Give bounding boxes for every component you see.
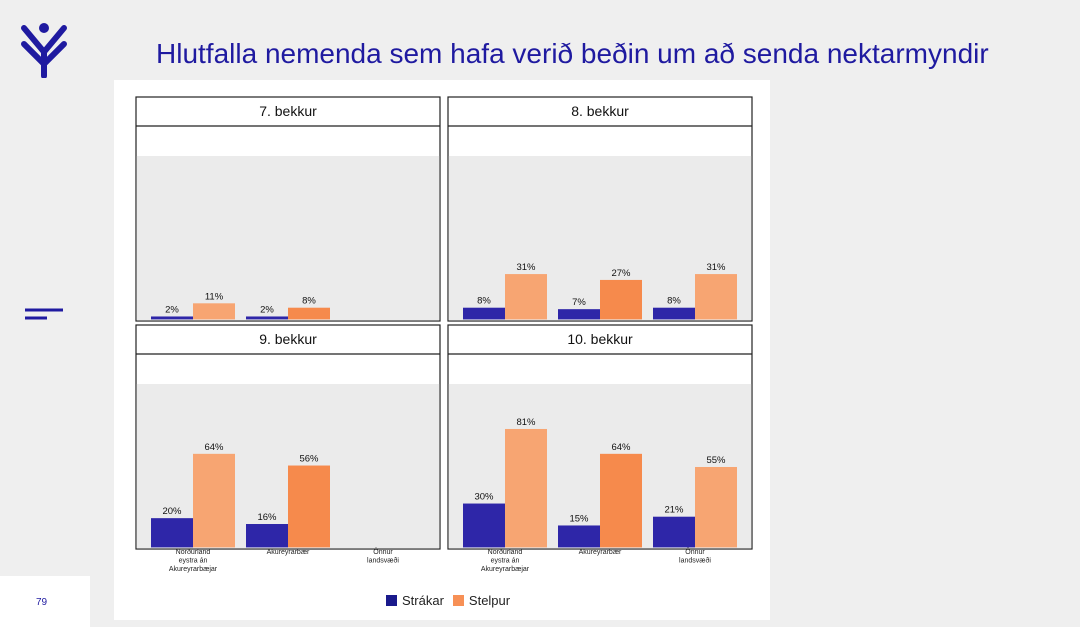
- bar-8-bekkur-stelpur-0: [505, 274, 547, 320]
- bar-8-bekkur-str-kar-1: [558, 309, 600, 320]
- panel-title-8-bekkur: 8. bekkur: [571, 103, 629, 119]
- bar-10-bekkur-stelpur-0: [505, 428, 547, 548]
- data-label-7-bekkur-str-kar-1: 2%: [260, 304, 274, 315]
- data-label-8-bekkur-str-kar-0: 8%: [477, 296, 491, 307]
- x-tick-label-0-2-0: Önnur: [373, 548, 393, 556]
- x-tick-label-1-0-0: Norðurland: [488, 548, 523, 556]
- data-label-10-bekkur-stelpur-0: 81%: [516, 417, 536, 428]
- chart-card: 7. bekkur 2% 2% 11% 8% 8. bekkur 8% 7% 8% 31% 27% 3…: [114, 80, 770, 620]
- bar-7-bekkur-str-kar-1: [246, 316, 288, 320]
- bar-7-bekkur-str-kar-0: [151, 316, 193, 320]
- data-label-9-bekkur-str-kar-1: 16%: [257, 512, 277, 523]
- menu-dash-icon: [25, 308, 63, 320]
- legend-item-strakar: Strákar: [386, 593, 444, 608]
- bar-10-bekkur-str-kar-1: [558, 525, 600, 548]
- data-label-10-bekkur-str-kar-1: 15%: [569, 513, 589, 524]
- data-label-9-bekkur-stelpur-1: 56%: [299, 454, 319, 465]
- bar-9-bekkur-str-kar-0: [151, 518, 193, 548]
- legend-item-stelpur: Stelpur: [452, 593, 511, 608]
- data-label-8-bekkur-stelpur-2: 31%: [706, 262, 726, 273]
- bar-8-bekkur-stelpur-1: [600, 279, 642, 320]
- x-tick-label-1-0-1: eystra án: [491, 558, 520, 565]
- logo-icon: [21, 23, 67, 78]
- bar-8-bekkur-str-kar-2: [653, 307, 695, 320]
- x-tick-label-0-1-0: Akureyrarbær: [267, 549, 310, 556]
- legend-swatch-stelpur: [452, 595, 464, 606]
- bar-10-bekkur-stelpur-1: [600, 453, 642, 548]
- bar-10-bekkur-str-kar-0: [463, 503, 505, 548]
- data-label-10-bekkur-stelpur-1: 64%: [611, 442, 631, 453]
- data-label-10-bekkur-str-kar-2: 21%: [664, 505, 684, 516]
- page-title: Hlutfalla nemenda sem hafa verið beðin u…: [156, 38, 989, 69]
- legend-label-stelpur: Stelpur: [468, 593, 511, 608]
- bar-8-bekkur-str-kar-0: [463, 307, 505, 320]
- x-tick-label-0-0-2: Akureyrarbæjar: [169, 566, 218, 573]
- data-label-9-bekkur-str-kar-0: 20%: [162, 506, 182, 517]
- bar-10-bekkur-str-kar-2: [653, 516, 695, 548]
- data-label-10-bekkur-stelpur-2: 55%: [706, 455, 726, 466]
- x-tick-label-0-2-1: landsvæði: [367, 557, 399, 565]
- legend-label-strakar: Strákar: [402, 593, 444, 608]
- x-tick-label-1-1-0: Akureyrarbær: [579, 549, 622, 556]
- bar-9-bekkur-stelpur-1: [288, 465, 330, 548]
- panel-title-9-bekkur: 9. bekkur: [259, 331, 317, 347]
- bar-9-bekkur-str-kar-1: [246, 524, 288, 548]
- page-number: 79: [36, 597, 48, 608]
- panel-title-7-bekkur: 7. bekkur: [259, 103, 317, 119]
- data-label-8-bekkur-stelpur-0: 31%: [516, 262, 536, 273]
- data-label-8-bekkur-str-kar-1: 7%: [572, 297, 586, 308]
- bar-10-bekkur-stelpur-2: [695, 466, 737, 548]
- data-label-7-bekkur-stelpur-1: 8%: [302, 296, 316, 307]
- x-tick-label-0-0-0: Norðurland: [176, 548, 211, 556]
- x-tick-label-0-0-1: eystra án: [179, 558, 208, 565]
- data-label-10-bekkur-str-kar-0: 30%: [474, 492, 494, 503]
- panel-title-10-bekkur: 10. bekkur: [567, 331, 633, 347]
- data-label-9-bekkur-stelpur-0: 64%: [204, 442, 224, 453]
- faceted-bar-chart: 7. bekkur 2% 2% 11% 8% 8. bekkur 8% 7% 8% 31% 27% 3…: [135, 96, 753, 573]
- data-label-8-bekkur-stelpur-1: 27%: [611, 268, 631, 279]
- x-tick-label-1-0-2: Akureyrarbæjar: [481, 566, 530, 573]
- x-tick-label-1-2-0: Önnur: [685, 548, 705, 556]
- data-label-8-bekkur-str-kar-2: 8%: [667, 296, 681, 307]
- chart-legend: Strákar Stelpur: [386, 593, 519, 608]
- bar-9-bekkur-stelpur-0: [193, 453, 235, 548]
- data-label-7-bekkur-str-kar-0: 2%: [165, 304, 179, 315]
- plot-bg-7-bekkur: [136, 156, 440, 321]
- bar-7-bekkur-stelpur-0: [193, 303, 235, 320]
- x-tick-label-1-2-1: landsvæði: [679, 557, 711, 565]
- data-label-7-bekkur-stelpur-0: 11%: [205, 291, 224, 302]
- bar-8-bekkur-stelpur-2: [695, 274, 737, 320]
- legend-swatch-strakar: [386, 595, 397, 606]
- bar-7-bekkur-stelpur-1: [288, 307, 330, 320]
- page-number-box: [0, 576, 90, 627]
